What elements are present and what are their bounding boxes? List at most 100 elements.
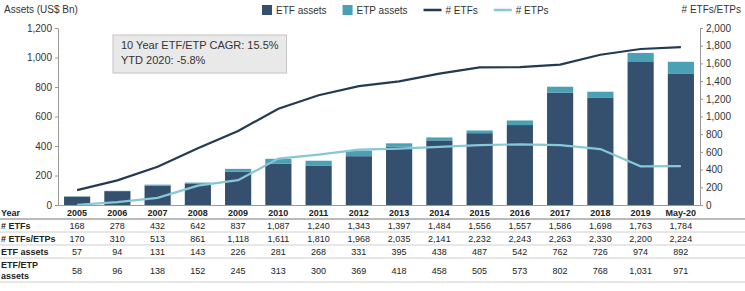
- bar: [64, 196, 90, 197]
- table-header-cell: 2018: [590, 208, 610, 218]
- table-cell: 513: [150, 234, 165, 244]
- table-cell: 1,343: [348, 221, 371, 231]
- table-cell: 1,087: [267, 221, 290, 231]
- table-cell: 1,118: [227, 234, 249, 244]
- tick-mark: [55, 87, 58, 88]
- table-cell: 369: [351, 266, 366, 276]
- tick-mark: [55, 205, 58, 206]
- table-cell: 1,784: [670, 221, 693, 231]
- table-cell: 138: [150, 266, 165, 276]
- x-axis: [59, 205, 701, 206]
- bar: [225, 172, 251, 205]
- table-cell: 226: [231, 247, 246, 257]
- y2-axis-tick: 400: [700, 164, 723, 175]
- table-cell: 2,035: [388, 234, 411, 244]
- table-cell: 861: [190, 234, 205, 244]
- table-header-cell: 2011: [309, 208, 329, 218]
- annotation-box: [113, 35, 287, 73]
- legend-swatch: [343, 5, 353, 15]
- table-cell: 1,611: [267, 234, 289, 244]
- table-cell: 1,557: [509, 221, 532, 231]
- table-cell: 726: [593, 247, 608, 257]
- table-cell: 131: [150, 247, 165, 257]
- table-cell: 438: [432, 247, 447, 257]
- y2-axis-tick: 0: [700, 200, 712, 211]
- legend-item: ETF assets: [262, 5, 327, 16]
- bar: [587, 92, 613, 98]
- tick-label: 2,000: [706, 23, 731, 34]
- legend-label: # ETPs: [516, 5, 549, 16]
- table-header-cell: 2017: [550, 208, 570, 218]
- table-header-cell: 2013: [389, 208, 409, 218]
- bar: [386, 143, 412, 146]
- y2-axis-tick: 2,000: [700, 23, 731, 34]
- legend-item: # ETFs: [424, 5, 478, 16]
- table-cell: 802: [553, 266, 568, 276]
- table-row-label: ETF assets: [1, 247, 49, 257]
- tick-mark: [700, 63, 703, 64]
- bar: [547, 87, 573, 93]
- table-row-label: ETF/ETPassets: [1, 260, 38, 281]
- legend-item: # ETPs: [494, 5, 549, 16]
- y2-axis-tick: 800: [700, 129, 723, 140]
- tick-label: 1,800: [706, 40, 731, 51]
- table-cell: 2,224: [670, 234, 693, 244]
- table-header-cell: 2015: [470, 208, 490, 218]
- y2-axis-tick: 1,600: [700, 58, 731, 69]
- table-cell: 505: [472, 266, 487, 276]
- table-header-cell: 2014: [429, 208, 449, 218]
- y-axis-tick: 1,200: [27, 23, 58, 34]
- chart: 02004006008001,0001,20002004006008001,00…: [0, 0, 745, 291]
- bar-series: [64, 53, 694, 197]
- y-axis-tick: 200: [35, 170, 58, 181]
- bar: [386, 147, 412, 205]
- tick-label: 600: [706, 147, 723, 158]
- bar: [145, 185, 171, 186]
- y2-axis-title: # ETFs/ETPs: [682, 4, 741, 15]
- table-header-cell: 2009: [228, 208, 248, 218]
- table-cell: 57: [72, 247, 82, 257]
- tick-label: 800: [35, 82, 52, 93]
- table-cell: 281: [271, 247, 286, 257]
- table-cell: 971: [673, 266, 688, 276]
- tick-mark: [55, 146, 58, 147]
- tick-label: 0: [46, 200, 52, 211]
- y-axis-tick: 1,000: [27, 52, 58, 63]
- y2-axis-tick: 1,400: [700, 76, 731, 87]
- table-cell: 1,810: [307, 234, 330, 244]
- tick-label: 600: [35, 111, 52, 122]
- table-rule: [0, 232, 745, 233]
- tick-mark: [700, 28, 703, 29]
- table-cell: 2,243: [509, 234, 532, 244]
- bar: [306, 161, 332, 166]
- tick-mark: [700, 46, 703, 47]
- y-axis-tick: 400: [35, 141, 58, 152]
- table-header-cell: 2016: [510, 208, 530, 218]
- table-cell: 974: [633, 247, 648, 257]
- table-header-cell: 2010: [268, 208, 288, 218]
- bar: [225, 169, 251, 172]
- bar: [265, 164, 291, 205]
- table-row-label-line: ETF/ETP: [1, 260, 38, 270]
- table-cell: 642: [190, 221, 205, 231]
- table-cell: 1,397: [388, 221, 411, 231]
- y2-axis: 02004006008001,0001,2001,4001,6001,8002,…: [700, 23, 731, 211]
- table-cell: 313: [271, 266, 286, 276]
- table-cell: 542: [512, 247, 527, 257]
- annotation: 10 Year ETF/ETP CAGR: 15.5%YTD 2020: -5.…: [113, 35, 287, 73]
- table-header-label: Year: [1, 208, 21, 218]
- table-cell: 395: [392, 247, 407, 257]
- y2-axis-tick: 600: [700, 147, 723, 158]
- y2-axis-tick: 200: [700, 182, 723, 193]
- bar: [426, 140, 452, 205]
- table-cell: 268: [311, 247, 326, 257]
- legend-label: ETF assets: [276, 5, 327, 16]
- bar: [507, 125, 533, 205]
- table-cell: 768: [593, 266, 608, 276]
- tick-mark: [700, 187, 703, 188]
- bar: [587, 98, 613, 205]
- table-rule: [0, 282, 745, 283]
- bar: [547, 93, 573, 205]
- table-cell: 2,200: [629, 234, 652, 244]
- table-cell: 418: [392, 266, 407, 276]
